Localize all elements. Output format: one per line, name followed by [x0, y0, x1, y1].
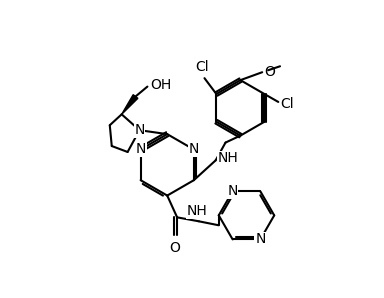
Text: N: N: [189, 142, 199, 156]
Text: N: N: [136, 142, 146, 156]
Text: NH: NH: [187, 204, 207, 218]
Text: N: N: [227, 184, 238, 198]
Text: O: O: [264, 65, 275, 79]
Text: Cl: Cl: [280, 97, 294, 111]
Text: N: N: [134, 123, 145, 137]
Text: N: N: [255, 232, 266, 246]
Polygon shape: [122, 95, 138, 114]
Text: OH: OH: [151, 77, 172, 91]
Text: O: O: [170, 241, 180, 255]
Text: NH: NH: [218, 151, 238, 165]
Text: Cl: Cl: [196, 60, 209, 74]
